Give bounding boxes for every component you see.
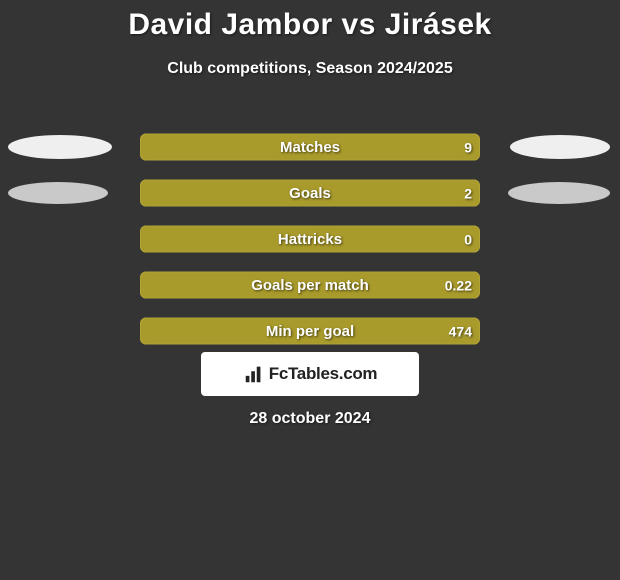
left-ellipse <box>8 135 112 159</box>
bar-track: Hattricks 0 <box>140 226 480 253</box>
comparison-infographic: David Jambor vs Jirásek Club competition… <box>0 0 620 580</box>
bar-track: Min per goal 474 <box>140 318 480 345</box>
bar-chart-icon <box>243 363 265 385</box>
bar-fill <box>140 318 480 345</box>
bar-track: Matches 9 <box>140 134 480 161</box>
date-label: 28 october 2024 <box>0 410 620 428</box>
bar-fill <box>140 134 480 161</box>
stat-row: Matches 9 <box>0 124 620 170</box>
brand-label: FcTables.com <box>269 364 378 384</box>
bar-fill <box>140 226 480 253</box>
stat-row: Goals per match 0.22 <box>0 262 620 308</box>
left-ellipse <box>8 182 108 204</box>
subtitle: Club competitions, Season 2024/2025 <box>0 60 620 78</box>
right-ellipse <box>510 135 610 159</box>
page-title: David Jambor vs Jirásek <box>0 0 620 42</box>
stat-row: Goals 2 <box>0 170 620 216</box>
stat-row: Min per goal 474 <box>0 308 620 354</box>
brand-box: FcTables.com <box>201 352 419 396</box>
bar-fill <box>140 180 480 207</box>
bar-track: Goals per match 0.22 <box>140 272 480 299</box>
stat-rows: Matches 9 Goals 2 Hattricks 0 <box>0 124 620 354</box>
bar-fill <box>140 272 480 299</box>
right-ellipse <box>508 182 610 204</box>
stat-row: Hattricks 0 <box>0 216 620 262</box>
bar-track: Goals 2 <box>140 180 480 207</box>
